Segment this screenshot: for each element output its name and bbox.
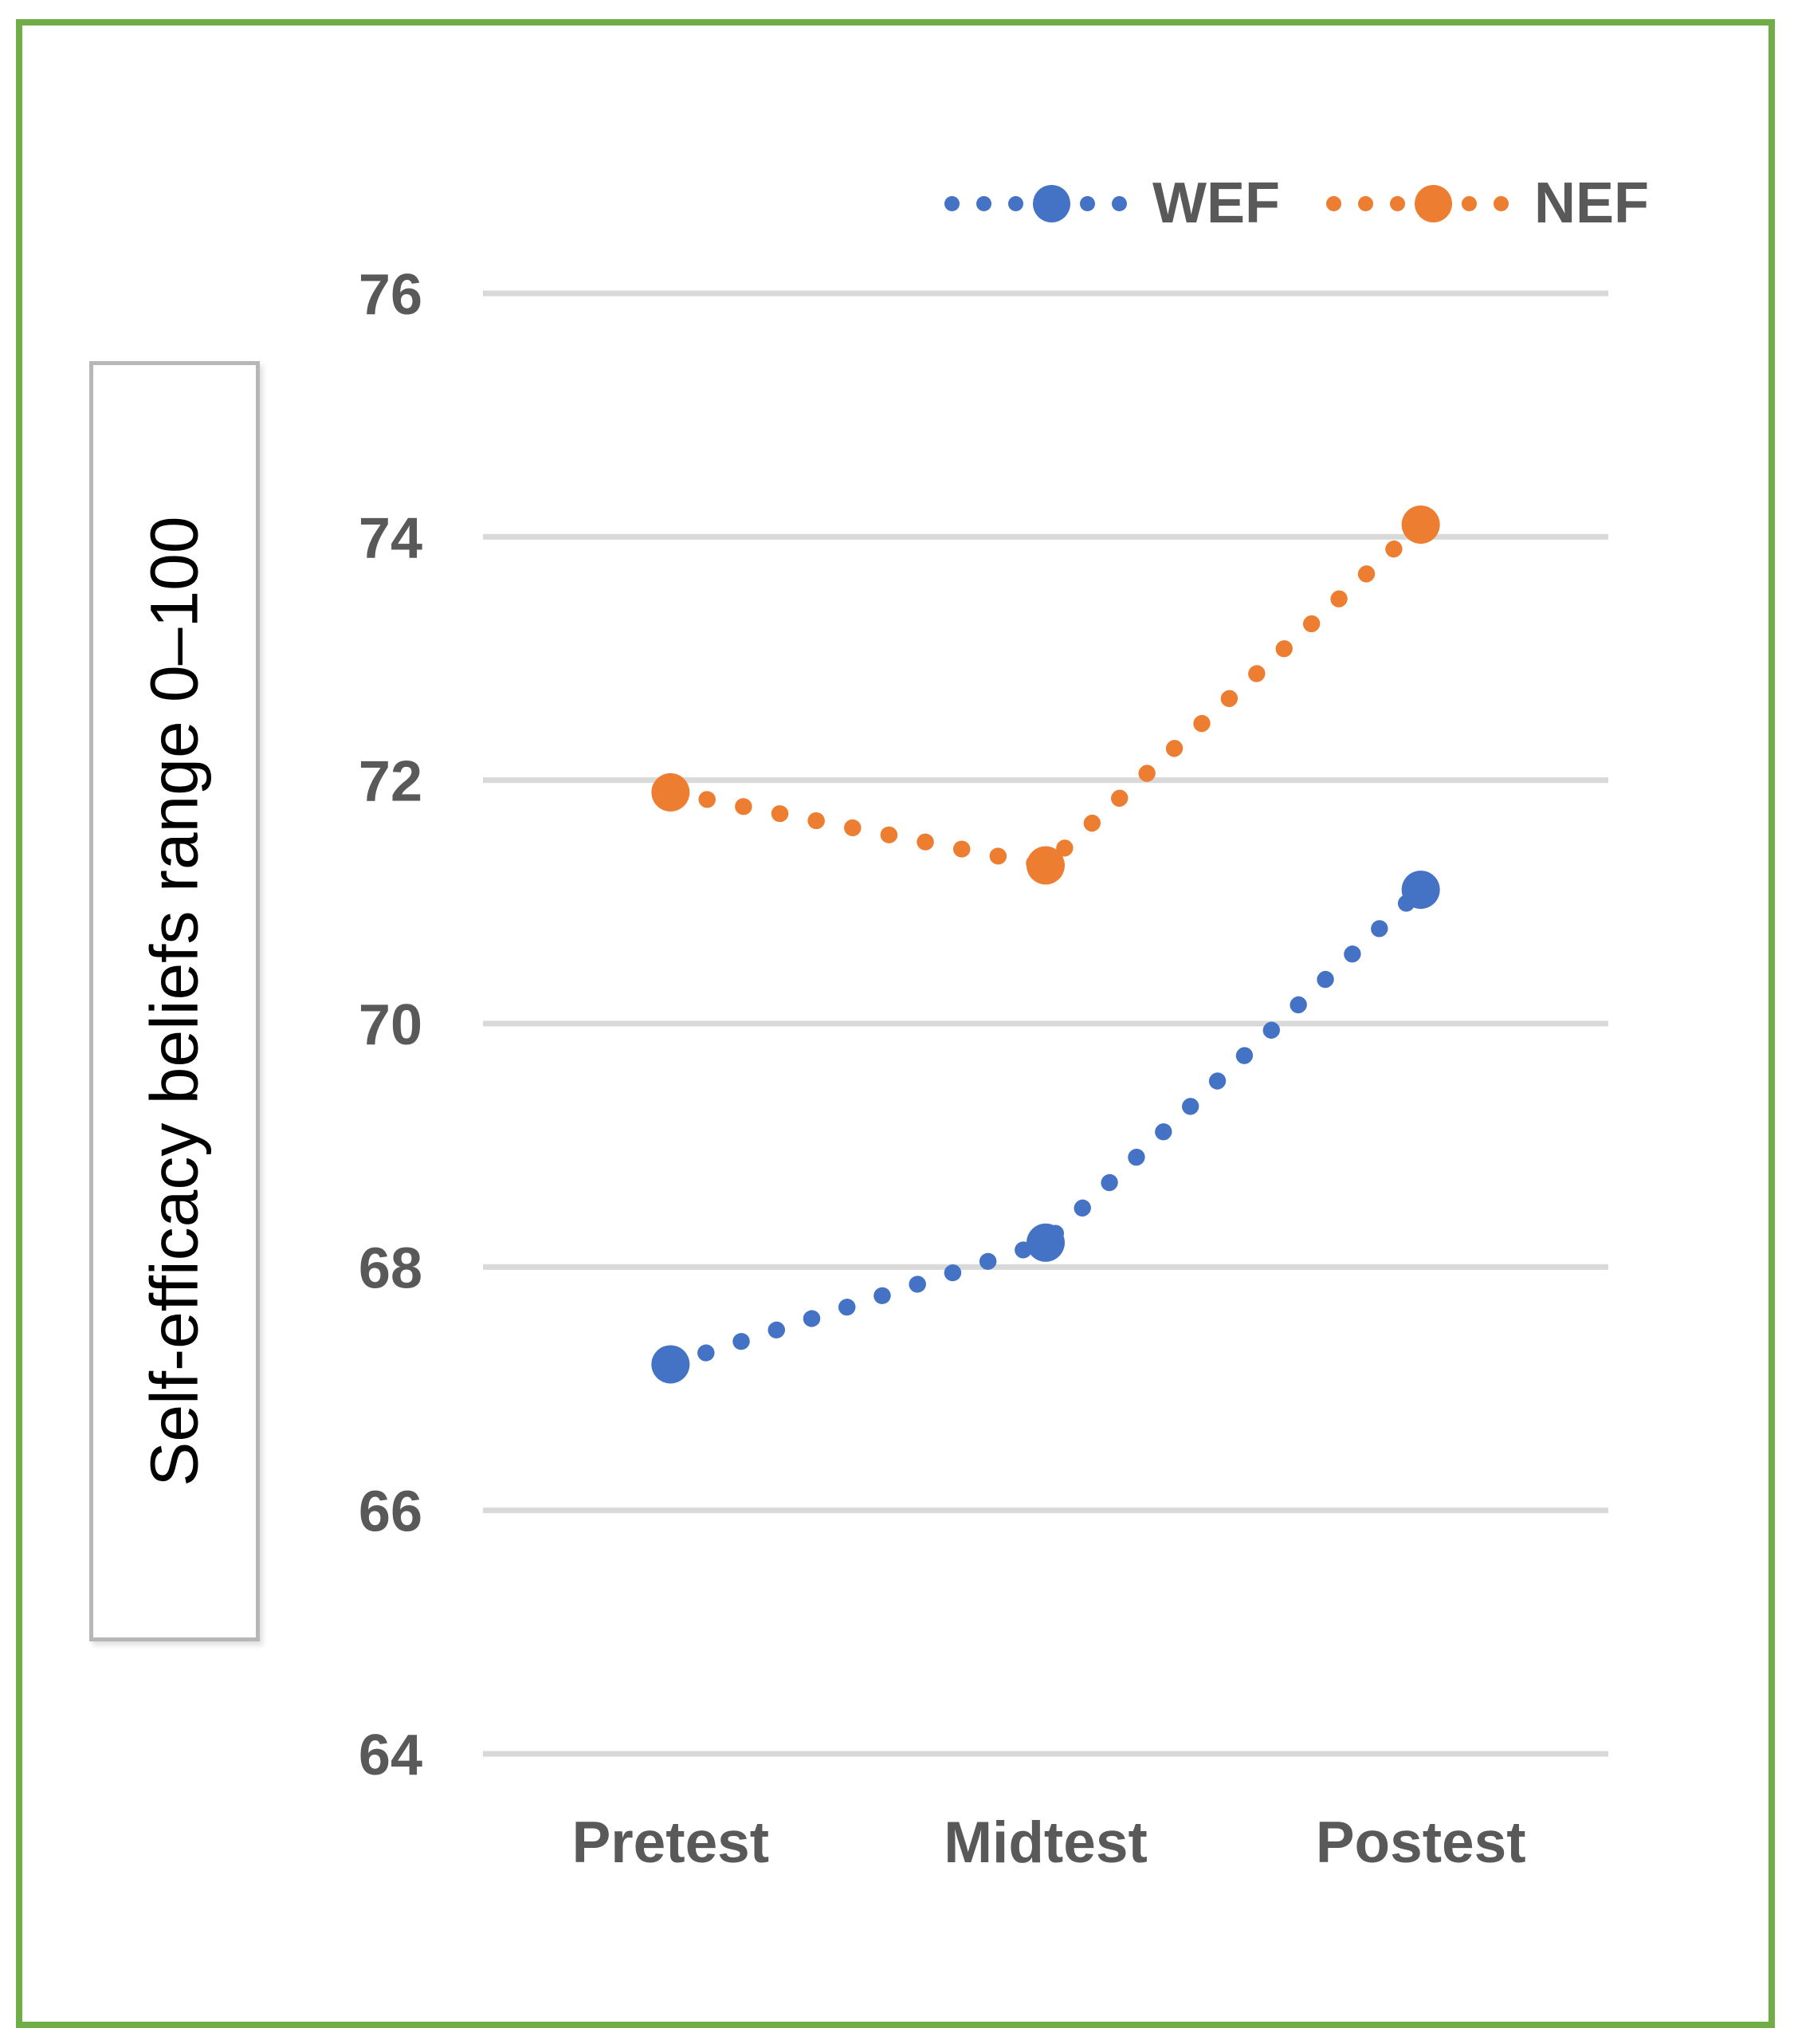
series-line-wef bbox=[661, 881, 1430, 1373]
legend-dot bbox=[976, 195, 991, 211]
data-point-nef-midtest bbox=[1027, 846, 1065, 885]
y-tick-label-66: 66 bbox=[359, 1480, 422, 1544]
legend-dot bbox=[1414, 184, 1452, 222]
y-tick-label-76: 76 bbox=[359, 263, 422, 327]
legend-dot bbox=[1008, 195, 1023, 211]
legend-dot bbox=[1357, 195, 1373, 211]
legend-dot bbox=[1325, 195, 1341, 211]
data-point-wef-midtest bbox=[1027, 1223, 1065, 1262]
x-axis-label-pretest: Pretest bbox=[572, 1810, 770, 1875]
legend-dot bbox=[1112, 195, 1127, 211]
y-tick-label-72: 72 bbox=[359, 750, 422, 814]
legend: WEF NEF bbox=[944, 171, 1649, 236]
data-point-wef-postest bbox=[1401, 871, 1440, 910]
y-tick-label-68: 68 bbox=[359, 1236, 422, 1300]
data-point-wef-pretest bbox=[651, 1345, 690, 1384]
legend-dot bbox=[1493, 195, 1509, 211]
legend-label-wef: WEF bbox=[1152, 171, 1280, 235]
series-line-nef bbox=[661, 516, 1430, 875]
x-axis-label-midtest: Midtest bbox=[944, 1810, 1148, 1875]
legend-dot bbox=[1080, 195, 1095, 211]
legend-dot bbox=[1461, 195, 1477, 211]
legend-label-nef: NEF bbox=[1533, 171, 1649, 235]
data-point-nef-pretest bbox=[651, 772, 690, 812]
y-tick-label-74: 74 bbox=[359, 506, 422, 570]
data-point-nef-postest bbox=[1401, 505, 1440, 544]
x-axis-label-postest: Postest bbox=[1316, 1810, 1526, 1875]
y-axis-title-box: Self-efficacy beliefs range 0–100 bbox=[89, 361, 260, 1641]
wef-dotted-line-swatch bbox=[944, 184, 1127, 222]
y-tick-label-70: 70 bbox=[359, 993, 422, 1057]
y-tick-label-64: 64 bbox=[359, 1724, 422, 1787]
nef-dotted-line-swatch bbox=[1325, 184, 1509, 222]
legend-item-wef: WEF bbox=[944, 171, 1280, 236]
legend-dot bbox=[944, 195, 960, 211]
legend-item-nef: NEF bbox=[1325, 171, 1649, 236]
legend-dot bbox=[1033, 184, 1070, 222]
legend-dot bbox=[1389, 195, 1405, 211]
